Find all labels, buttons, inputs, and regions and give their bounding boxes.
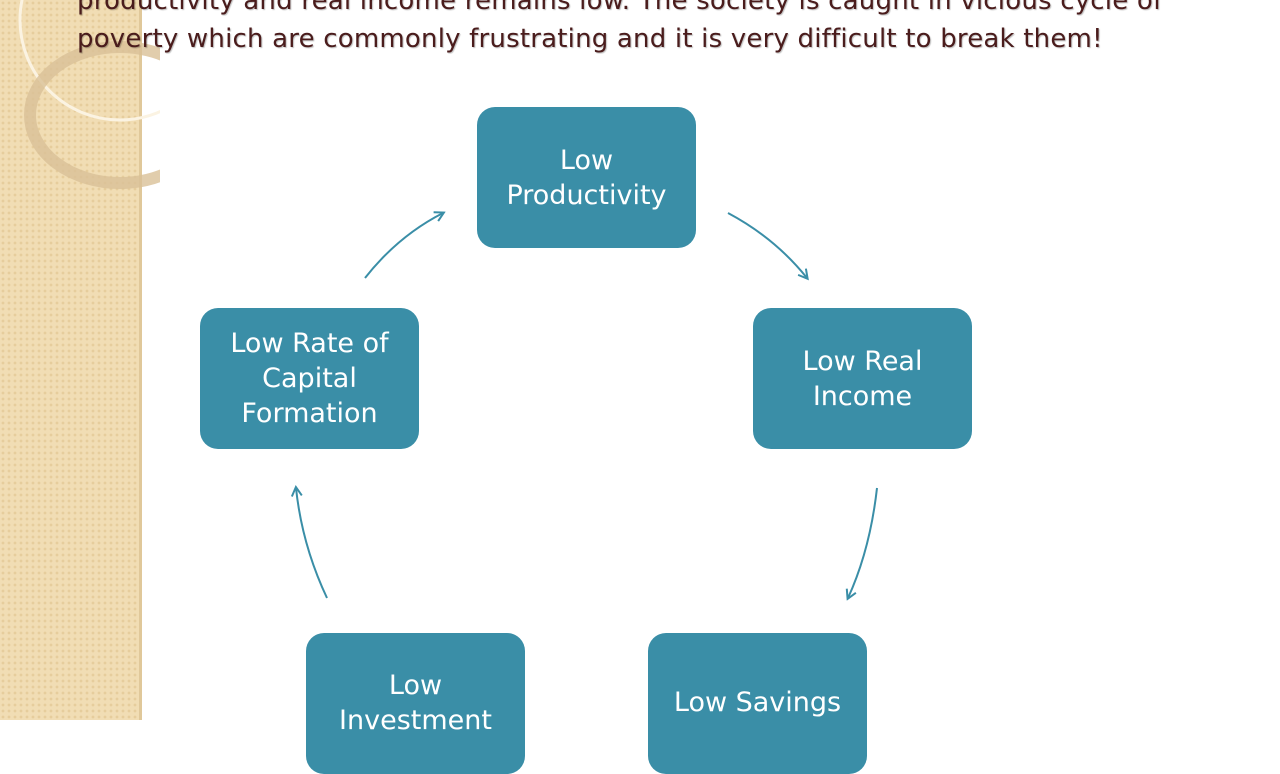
node-low-savings-label: Low Savings (673, 687, 842, 718)
arrow-capital-to-productivity (364, 213, 443, 279)
node-low-capital-formation: Low Rate of Capital Formation (200, 308, 419, 449)
arrow-productivity-to-income (727, 212, 807, 278)
node-low-productivity: Low Productivity (477, 107, 696, 248)
node-low-investment-label: Low Investment (339, 670, 492, 736)
decorative-rings (18, 0, 160, 189)
arrow-investment-to-capital (296, 488, 328, 599)
cycle-arrows (0, 0, 878, 720)
body-text-line-1: productivity and real income remains low… (77, 0, 1163, 16)
node-low-real-income: Low Real Income (753, 308, 972, 449)
node-low-investment: Low Investment (306, 633, 525, 774)
node-low-savings: Low Savings (648, 633, 867, 774)
arrow-income-to-savings (848, 487, 878, 598)
body-text-line-2: poverty which are commonly frustrating a… (77, 24, 1103, 54)
